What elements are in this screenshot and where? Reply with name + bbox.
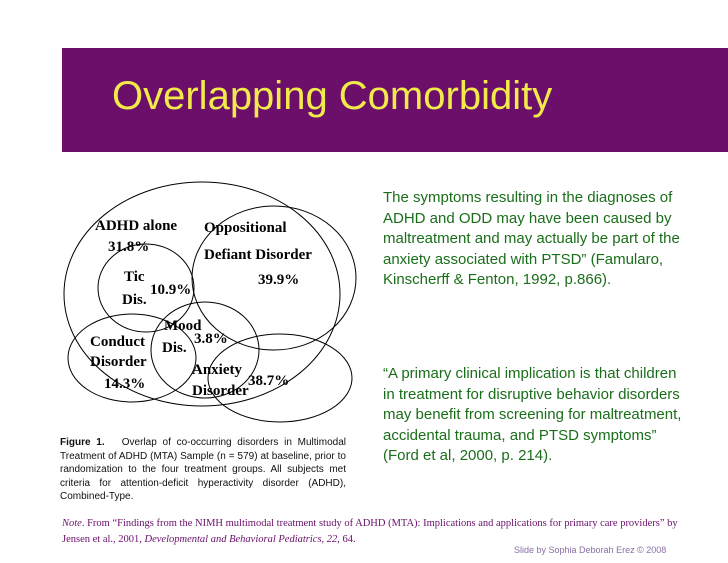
figure-caption-label: Figure 1. — [60, 437, 105, 448]
adhd-alone-label: ADHD alone — [95, 218, 177, 234]
quote-ford: “A primary clinical implication is that … — [383, 365, 682, 464]
anxiety-value: 38.7% — [248, 373, 289, 389]
note-text-before: . From “Findings from the NIMH multimoda… — [62, 518, 678, 545]
mood-label-line2: Dis. — [162, 340, 187, 356]
slide-title: Overlapping Comorbidity — [112, 74, 553, 118]
anxiety-label-line1: Anxiety — [192, 362, 242, 378]
conduct-value: 14.3% — [104, 376, 145, 392]
conduct-label-line2: Disorder — [90, 354, 147, 370]
adhd-outer-ellipse — [63, 181, 341, 407]
figure-caption: Figure 1. Overlap of co-occurring disord… — [60, 436, 346, 504]
anxiety-label-line2: Disorder — [192, 383, 249, 399]
adhd-alone-value: 31.8% — [108, 239, 149, 255]
venn-diagram: ADHD alone 31.8% Oppositional Defiant Di… — [63, 181, 357, 423]
tic-label-line1: Tic — [124, 269, 145, 285]
mood-label-line1: Mood — [164, 318, 202, 334]
conduct-circle — [67, 313, 197, 403]
odd-label-line2: Defiant Disorder — [204, 247, 312, 263]
note-text-after: , 64. — [337, 534, 356, 545]
quote-famularo: The symptoms resulting in the diagnoses … — [383, 189, 680, 288]
title-bar — [62, 48, 728, 152]
odd-value: 39.9% — [258, 272, 299, 288]
mood-circle — [150, 301, 260, 399]
source-note: Note. From “Findings from the NIMH multi… — [62, 516, 702, 548]
odd-circle — [191, 205, 357, 351]
tic-value: 10.9% — [150, 282, 191, 298]
slide-credit: Slide by Sophia Deborah Erez © 2008 — [514, 545, 667, 555]
figure-caption-text: Overlap of co-occurring disorders in Mul… — [60, 437, 346, 502]
note-label: Note — [62, 518, 82, 529]
note-journal: Developmental and Behavioral Pediatrics,… — [144, 534, 338, 545]
conduct-label-line1: Conduct — [90, 334, 145, 350]
tic-label-line2: Dis. — [122, 292, 147, 308]
anxiety-circle — [207, 333, 353, 423]
odd-label-line1: Oppositional — [204, 220, 287, 236]
tic-circle — [97, 243, 195, 333]
mood-value: 3.8% — [194, 331, 228, 347]
